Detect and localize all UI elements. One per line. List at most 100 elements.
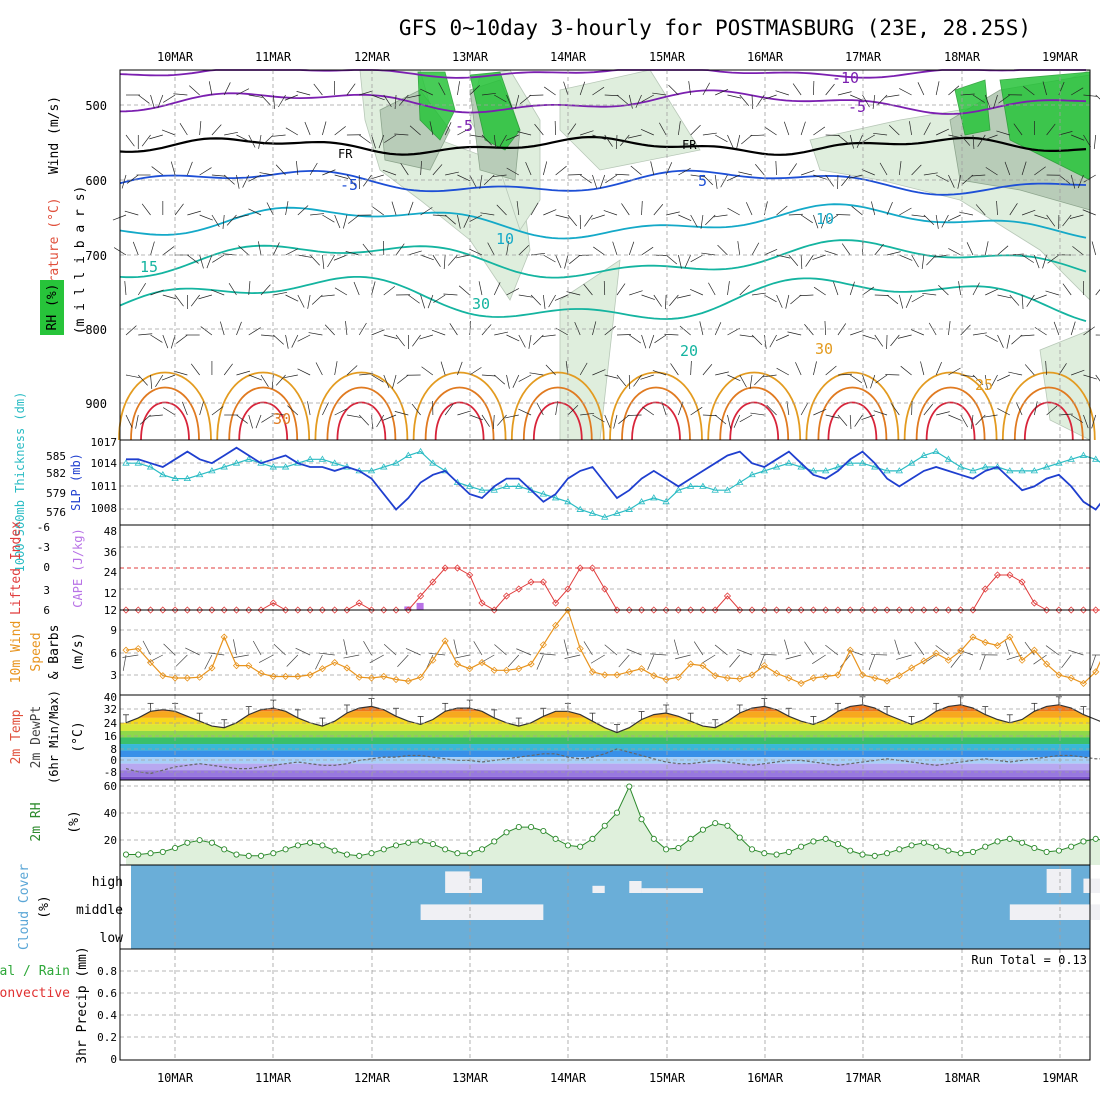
wind-barb xyxy=(848,174,863,179)
wind-barb xyxy=(445,171,459,176)
wind-barb xyxy=(469,134,484,138)
rh-marker xyxy=(945,847,952,854)
thickness-marker xyxy=(1079,451,1088,458)
wind-barb xyxy=(641,334,647,349)
wind-barb xyxy=(358,414,370,426)
wind-barb xyxy=(926,254,937,266)
li-tick: 3 xyxy=(43,584,50,597)
wind-barb xyxy=(224,131,239,136)
wind-barb xyxy=(898,294,904,309)
li-tick: 6 xyxy=(43,604,50,617)
wind-barb xyxy=(432,214,447,217)
thickness-marker xyxy=(122,459,130,466)
rh-marker xyxy=(319,842,326,849)
cloud-block-high xyxy=(629,881,642,893)
wind-barb xyxy=(727,281,730,296)
wind-barb xyxy=(702,364,713,376)
precip-tick: 0.2 xyxy=(97,1031,117,1044)
wind-barb xyxy=(444,214,456,225)
wind-barb xyxy=(324,324,335,336)
rh-marker xyxy=(159,848,166,855)
wind-barb xyxy=(861,169,875,176)
wind-barb xyxy=(272,242,280,256)
thickness-marker xyxy=(564,498,572,505)
wind-barb xyxy=(737,241,741,256)
wind-barb xyxy=(543,86,556,96)
wind-barb xyxy=(392,374,397,389)
surface-isotherm xyxy=(903,371,998,441)
li-marker xyxy=(1043,606,1051,614)
wind-barb xyxy=(689,288,704,296)
wind-barb xyxy=(990,374,998,388)
wind-barb xyxy=(260,374,269,388)
wind-speed-marker xyxy=(760,662,768,670)
wind-barb xyxy=(998,94,1011,104)
wind-barb xyxy=(1006,334,1011,349)
li-marker xyxy=(871,606,879,614)
wind-barb xyxy=(800,254,803,269)
rh-marker xyxy=(933,843,940,850)
wind-barb xyxy=(788,163,797,176)
rh-marker xyxy=(920,839,927,846)
temp-ylabel-3: (6hr Min/Max) xyxy=(47,690,61,784)
wind-barb xyxy=(751,334,763,346)
wind-barb xyxy=(291,334,299,348)
li-marker xyxy=(601,585,609,593)
wind-speed-marker xyxy=(932,649,940,657)
rh-marker xyxy=(454,850,461,857)
wind-barb xyxy=(776,294,783,308)
rh-shade-high xyxy=(417,71,456,141)
wind-barb xyxy=(1004,161,1011,176)
rh-marker xyxy=(699,826,706,833)
surface-wind-barb xyxy=(1061,654,1072,668)
wind-barb xyxy=(690,214,698,228)
contour-label: 30 xyxy=(472,295,490,313)
wind-barb xyxy=(616,374,627,387)
temp-band xyxy=(120,763,1090,771)
wind-barb xyxy=(635,94,642,108)
cloud-block-high xyxy=(641,888,703,893)
wind-barb xyxy=(801,170,815,176)
wind-barb xyxy=(334,214,341,229)
wind-barb xyxy=(223,363,233,376)
wind-barb xyxy=(443,293,458,296)
thickness-marker xyxy=(944,455,953,462)
temp-tick: 24 xyxy=(104,717,118,730)
wind-speed-marker xyxy=(736,675,744,683)
wind-speed-marker xyxy=(527,660,535,668)
li-marker xyxy=(331,606,339,614)
surface-isotherm xyxy=(1001,371,1096,441)
wind-barb xyxy=(206,254,213,269)
li-marker xyxy=(1030,599,1038,607)
wind-barb xyxy=(297,254,312,258)
wind-barb xyxy=(824,250,839,256)
thick-tick: 585 xyxy=(46,450,66,463)
wind-barb xyxy=(959,211,974,216)
wind-barb xyxy=(921,254,925,269)
wind-barb xyxy=(923,122,931,136)
thickness-marker xyxy=(306,455,314,462)
wind-barb xyxy=(783,121,790,136)
wind-barb xyxy=(615,173,630,176)
contour-label: 15 xyxy=(140,258,158,276)
wind-barb xyxy=(518,294,533,298)
wind-barb xyxy=(1062,283,1072,296)
wind-barb xyxy=(505,134,519,141)
rh-marker xyxy=(577,843,584,850)
rh-marker xyxy=(294,842,301,849)
cloud-ylabel-unit: (%) xyxy=(37,895,52,918)
wind-barb xyxy=(850,374,863,384)
wind-barb xyxy=(935,214,939,229)
wind-barb xyxy=(149,134,163,140)
wind-barb xyxy=(702,414,717,417)
wind-barb xyxy=(212,254,225,263)
wind-barb xyxy=(641,201,643,216)
wind-barb xyxy=(359,90,373,96)
wind-barb xyxy=(311,294,323,305)
wind-barb xyxy=(813,174,827,180)
wind-barb xyxy=(812,254,826,260)
cape-tick: 12 xyxy=(104,587,117,600)
wind-barb xyxy=(518,374,532,382)
wind-speed-marker xyxy=(871,674,879,682)
wind-barb xyxy=(555,401,559,416)
